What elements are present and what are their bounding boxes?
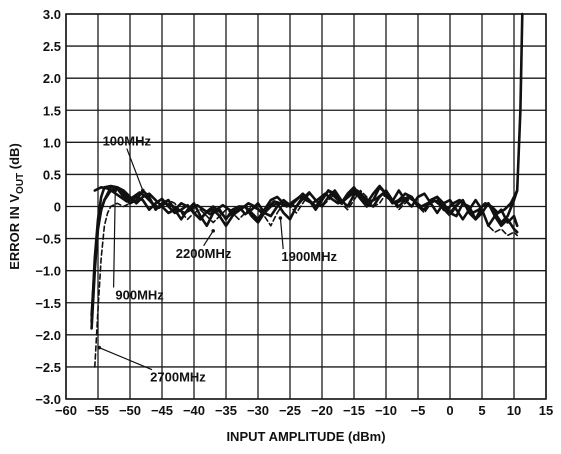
annotation-leader-tip (141, 188, 145, 193)
annotation-leader (99, 347, 153, 371)
x-tick-label: −35 (215, 403, 237, 418)
annotation-leader (279, 217, 284, 250)
annotation-100MHz: 100MHz (103, 134, 152, 149)
x-tick-label: −10 (375, 403, 397, 418)
annotation-leader (113, 190, 116, 288)
x-tick-label: 5 (478, 403, 485, 418)
x-tick-label: −25 (279, 403, 301, 418)
x-tick-label: −5 (411, 403, 426, 418)
annotation-leader-tip (113, 188, 118, 193)
y-tick-label: 0 (54, 200, 61, 215)
y-tick-label: −2.5 (35, 360, 61, 375)
y-axis-label: ERROR IN VOUT (dB) (7, 143, 26, 270)
x-tick-labels: −60 −55 −50 −45 −40 −35 −30 −25 −20 −15 −10 −5 0 5 10 1… (55, 403, 553, 418)
y-axis-label-sub: OUT (15, 173, 26, 194)
y-tick-label: 2.0 (43, 71, 61, 86)
x-tick-label: −50 (119, 403, 141, 418)
annotation-2200MHz: 2200MHz (176, 246, 232, 261)
y-tick-label: −0.5 (35, 232, 61, 247)
x-tick-label: −20 (311, 403, 333, 418)
y-axis-label-main: ERROR IN V (7, 194, 22, 270)
grid-lines (65, 13, 547, 400)
x-tick-label: 15 (539, 403, 553, 418)
y-tick-label: 3.0 (43, 7, 61, 22)
series-100MHz (93, 12, 524, 216)
x-axis-label: INPUT AMPLITUDE (dBm) (226, 429, 385, 444)
x-tick-label: 0 (446, 403, 453, 418)
annotation-leader-tip (97, 345, 102, 350)
x-tick-label: 10 (507, 403, 521, 418)
x-tick-label: −55 (87, 403, 109, 418)
x-tick-label: −15 (343, 403, 365, 418)
annotation-leader (203, 230, 214, 247)
annotations: 100MHz 900MHz 2200MHz 1900MHz 2700MHz (97, 134, 338, 385)
annotation-leader-tip (211, 229, 215, 233)
series-2700MHz (94, 189, 519, 368)
y-tick-label: −3.0 (35, 392, 61, 407)
data-series (90, 12, 524, 368)
series-2200MHz (90, 187, 519, 317)
y-tick-label: 2.5 (43, 39, 61, 54)
x-tick-label: −30 (247, 403, 269, 418)
annotation-leader-tip (278, 216, 283, 220)
annotation-2700MHz: 2700MHz (150, 370, 206, 385)
y-tick-label: 1.5 (43, 103, 61, 118)
x-tick-label: −60 (55, 403, 77, 418)
x-tick-label: −45 (151, 403, 173, 418)
y-tick-labels: 3.0 2.5 2.0 1.5 1.0 0.5 0 −0.5 −1.0 −1.5 −2.0 −2.5 −… (35, 7, 61, 407)
y-tick-label: −2.0 (35, 328, 61, 343)
y-tick-label: −1.5 (35, 296, 61, 311)
annotation-leader (126, 148, 144, 191)
plot-frame (65, 13, 547, 400)
y-tick-label: 0.5 (43, 167, 61, 182)
y-axis-label-suffix: (dB) (7, 143, 22, 173)
x-tick-label: −40 (183, 403, 205, 418)
y-tick-label: 1.0 (43, 135, 61, 150)
annotation-1900MHz: 1900MHz (281, 249, 337, 264)
y-tick-label: −1.0 (35, 264, 61, 279)
annotation-900MHz: 900MHz (115, 288, 164, 303)
